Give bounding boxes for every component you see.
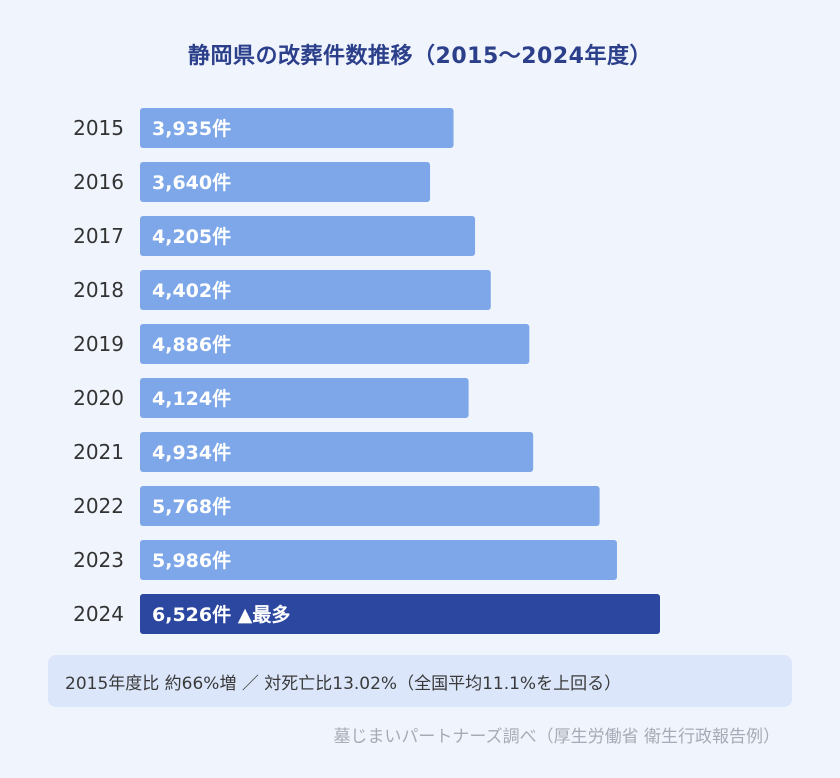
value-label-2024: 6,526件 ▲最多	[152, 603, 290, 626]
bar-2022	[140, 486, 600, 526]
bar-2017	[140, 216, 476, 256]
chart-title: 静岡県の改葬件数推移（2015〜2024年度）	[188, 44, 652, 69]
bar-2019	[140, 324, 530, 364]
year-label-2015: 2015	[73, 116, 124, 140]
year-label-2019: 2019	[73, 332, 124, 356]
value-label-2017: 4,205件	[152, 225, 231, 248]
year-label-2021: 2021	[73, 440, 124, 464]
value-label-2023: 5,986件	[152, 549, 231, 572]
bar-2015	[140, 108, 454, 148]
source-credit: 墓じまいパートナーズ調べ（厚生労働省 衛生行政報告例）	[333, 727, 780, 747]
summary-note-text: 2015年度比 約66%増 ／ 対死亡比13.02%（全国平均11.1%を上回る…	[65, 673, 622, 694]
bar-2021	[140, 432, 534, 472]
bar-2023	[140, 540, 617, 580]
year-label-2024: 2024	[73, 602, 124, 626]
bar-2020	[140, 378, 469, 418]
value-label-2015: 3,935件	[152, 117, 231, 140]
year-label-2017: 2017	[73, 224, 124, 248]
value-label-2019: 4,886件	[152, 333, 231, 356]
value-label-2020: 4,124件	[152, 387, 231, 410]
bar-chart: 2015 3,935件 2016 3,640件 2017 4,205件 2018 4,402件…	[73, 108, 660, 634]
year-label-2020: 2020	[73, 386, 124, 410]
value-label-2022: 5,768件	[152, 495, 231, 518]
year-label-2022: 2022	[73, 494, 124, 518]
value-label-2018: 4,402件	[152, 279, 231, 302]
bar-2024	[140, 594, 660, 634]
year-label-2023: 2023	[73, 548, 124, 572]
summary-note: 2015年度比 約66%増 ／ 対死亡比13.02%（全国平均11.1%を上回る…	[48, 655, 792, 707]
bar-2016	[140, 162, 431, 202]
value-label-2021: 4,934件	[152, 441, 231, 464]
year-label-2016: 2016	[73, 170, 124, 194]
year-label-2018: 2018	[73, 278, 124, 302]
bar-2018	[140, 270, 491, 310]
value-label-2016: 3,640件	[152, 171, 231, 194]
